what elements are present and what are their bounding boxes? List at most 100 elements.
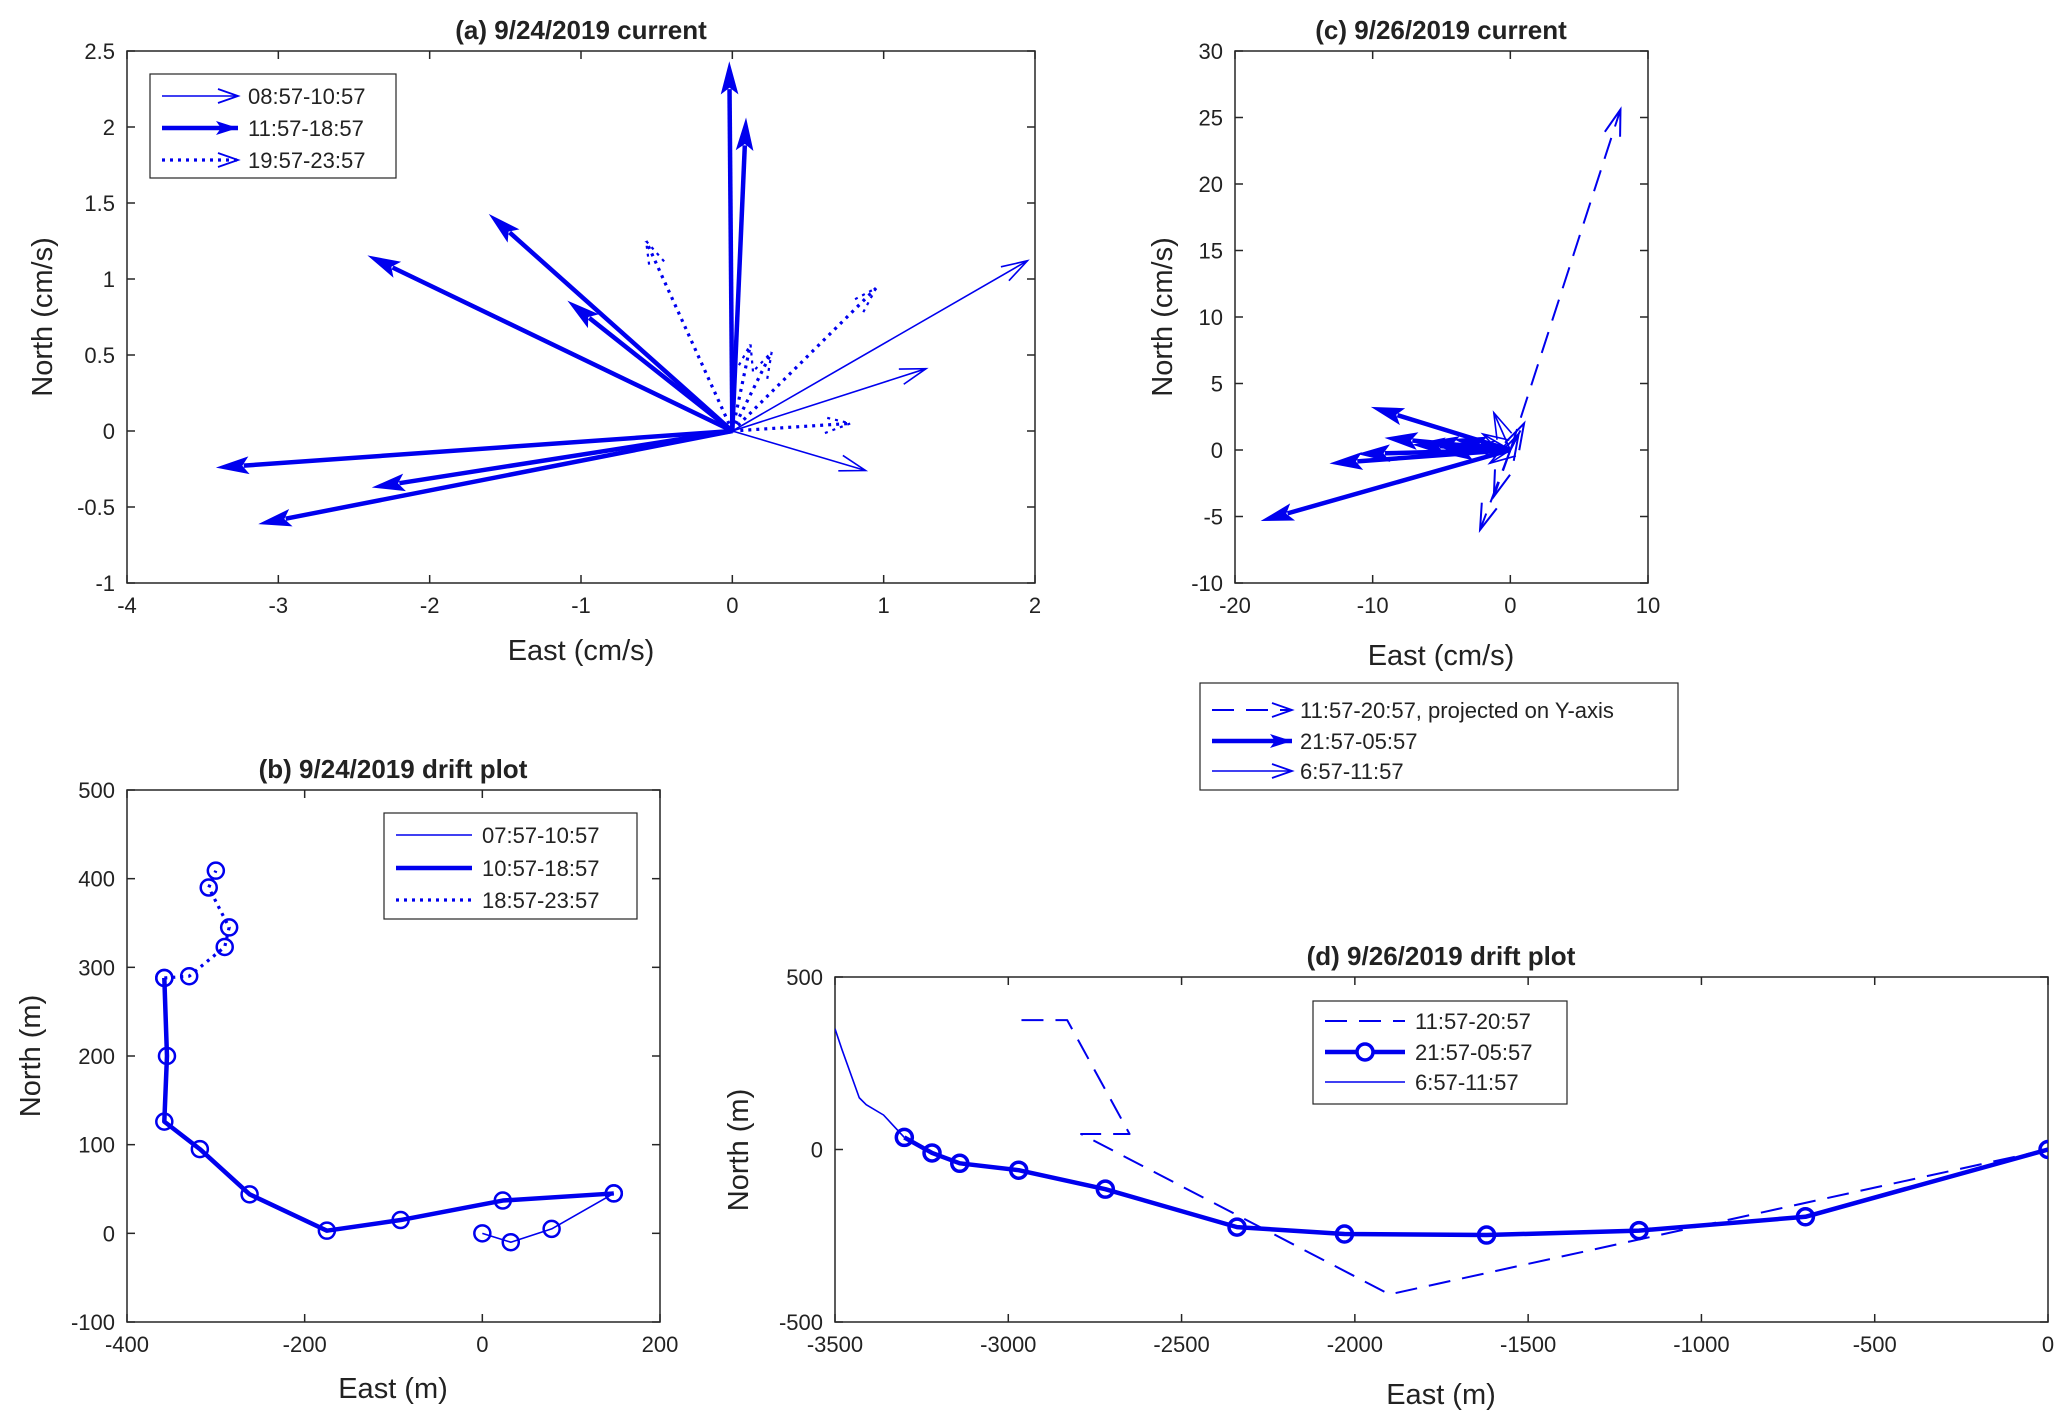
legend-sample [1325, 1042, 1405, 1062]
drift-point [473, 1224, 492, 1243]
vector-arrow [732, 367, 929, 432]
panel-b-legend-items: 07:57-10:57 10:57-18:57 18:57-23:57 [396, 823, 599, 913]
vector-arrow [732, 430, 869, 472]
panel-b-drift: (b) 9/24/2019 drift plot -400 -200 0 200 -1… [15, 754, 678, 1405]
legend-label: 19:57-23:57 [248, 148, 365, 173]
panel-a-x-tick-label: -2 [420, 593, 440, 618]
legend-sample [1212, 702, 1295, 718]
panel-b-y-tick-label: -100 [71, 1310, 115, 1335]
panel-a-y-tick-label: -0.5 [77, 495, 115, 520]
drift-track [482, 1192, 615, 1243]
panel-d-title: (d) 9/26/2019 drift plot [1307, 941, 1576, 971]
panel-a-y-ticks: -1 -0.5 0 0.5 1 1.5 2 2.5 [77, 39, 1035, 596]
panel-b-y-label: North (m) [15, 995, 47, 1117]
panel-b-x-ticks: -400 -200 0 200 [105, 790, 678, 1357]
panel-c-y-tick-label: -10 [1191, 571, 1223, 596]
panel-d-legend-items: 11:57-20:57 21:57-05:57 6:57-11:57 [1325, 1009, 1532, 1095]
panel-b-y-tick-label: 300 [78, 955, 115, 980]
drift-point [1227, 1217, 1247, 1237]
drift-track [903, 1135, 2048, 1238]
panel-a-legend-items: 08:57-10:57 11:57-18:57 19:57-23:57 [162, 84, 365, 173]
panel-c-y-tick-label: 0 [1211, 438, 1223, 463]
panel-b-x-tick-label: -200 [283, 1332, 327, 1357]
drift-point [155, 1112, 174, 1131]
legend-label: 21:57-05:57 [1415, 1040, 1532, 1065]
panel-c-legend: 11:57-20:57, projected on Y-axis 21:57-05… [1199, 682, 1679, 791]
panel-d-x-tick-label: -3000 [980, 1332, 1036, 1357]
drift-point [501, 1232, 521, 1252]
legend-sample [162, 121, 238, 135]
drift-point [391, 1210, 410, 1230]
drift-point [317, 1221, 337, 1240]
drift-point [950, 1153, 970, 1174]
panel-d-y-tick-label: -500 [779, 1310, 823, 1335]
panel-b-y-tick-label: 200 [78, 1044, 115, 1069]
legend-label: 11:57-20:57 [1415, 1009, 1531, 1034]
drift-point [215, 937, 234, 957]
vector-arrow [644, 237, 734, 432]
vector-arrow [732, 416, 855, 435]
drift-point [1008, 1160, 1029, 1180]
vector-arrow [215, 428, 733, 475]
panel-c-y-ticks: -10 -5 0 5 10 15 20 25 30 [1191, 39, 1648, 596]
legend-label: 6:57-11:57 [1415, 1070, 1519, 1095]
legend-label: 11:57-20:57, projected on Y-axis [1300, 698, 1614, 723]
legend-label: 18:57-23:57 [482, 888, 599, 913]
vector-arrow [730, 340, 755, 432]
panel-a-x-label: East (cm/s) [508, 635, 655, 667]
panel-b-x-label: East (m) [338, 1373, 448, 1405]
drift-point [155, 968, 174, 988]
panel-c-y-tick-label: 10 [1199, 305, 1223, 330]
panel-a-y-label: North (cm/s) [27, 237, 59, 397]
panel-b-y-tick-label: 100 [78, 1133, 115, 1158]
panel-d-x-tick-label: -1000 [1673, 1332, 1729, 1357]
legend-label: 07:57-10:57 [482, 823, 599, 848]
legend-sample [162, 88, 241, 104]
panel-d-y-label: North (m) [723, 1089, 755, 1211]
vector-arrow [730, 348, 774, 432]
drift-track [835, 1028, 905, 1138]
drift-point [542, 1219, 561, 1239]
legend-sample [1212, 763, 1295, 779]
vector-arrow [720, 61, 739, 432]
panel-c-title: (c) 9/26/2019 current [1315, 15, 1567, 45]
panel-c-y-label: North (cm/s) [1147, 237, 1179, 397]
panel-c-legend-items: 11:57-20:57, projected on Y-axis 21:57-05… [1212, 698, 1614, 784]
panel-a-y-tick-label: -1 [95, 571, 115, 596]
panel-a-y-tick-label: 0.5 [84, 343, 115, 368]
vector-arrow [730, 117, 754, 432]
legend-label: 6:57-11:57 [1300, 759, 1404, 784]
drift-track [164, 870, 231, 980]
vector-arrow [1466, 440, 1511, 458]
drift-point [2038, 1139, 2048, 1160]
panel-a-x-tick-label: -3 [269, 593, 289, 618]
panel-d-x-label: East (m) [1386, 1379, 1496, 1411]
panel-c-current: (c) 9/26/2019 current -20 -10 0 10 -10-5051… [1147, 15, 1679, 791]
panel-d-legend: 11:57-20:57 21:57-05:57 6:57-11:57 [1312, 1000, 1568, 1105]
legend-label: 10:57-18:57 [482, 856, 599, 881]
panel-d-x-tick-label: -3500 [807, 1332, 863, 1357]
drift-point [219, 918, 239, 937]
vector-arrow [1487, 441, 1517, 465]
panel-c-y-tick-label: 5 [1211, 372, 1223, 397]
drift-point [190, 1139, 210, 1159]
drift-point [604, 1184, 624, 1203]
panel-c-x-tick-label: -10 [1357, 593, 1389, 618]
panel-d-x-tick-label: -1500 [1500, 1332, 1556, 1357]
panel-c-x-tick-label: 0 [1504, 593, 1516, 618]
panel-d-y-tick-label: 500 [786, 965, 823, 990]
panel-a-y-tick-label: 1.5 [84, 191, 115, 216]
panel-d-tracks [835, 1019, 2048, 1296]
panel-a-vectors [215, 61, 1030, 527]
vector-arrow [1260, 447, 1511, 522]
drift-point [199, 878, 218, 897]
panel-a-y-tick-label: 1 [103, 267, 115, 292]
panel-b-x-tick-label: 0 [476, 1332, 488, 1357]
panel-a-legend: 08:57-10:57 11:57-18:57 19:57-23:57 [149, 73, 397, 179]
panel-d-x-ticks: -3500 -3000 -2500 -2000 -1500 -1000 -500 0 [807, 977, 2054, 1357]
vector-arrow [1509, 106, 1622, 451]
panel-c-y-tick-label: 25 [1199, 106, 1223, 131]
drift-point [1629, 1220, 1649, 1241]
panel-d-x-tick-label: -2000 [1327, 1332, 1383, 1357]
panel-a-x-tick-label: 2 [1029, 593, 1041, 618]
